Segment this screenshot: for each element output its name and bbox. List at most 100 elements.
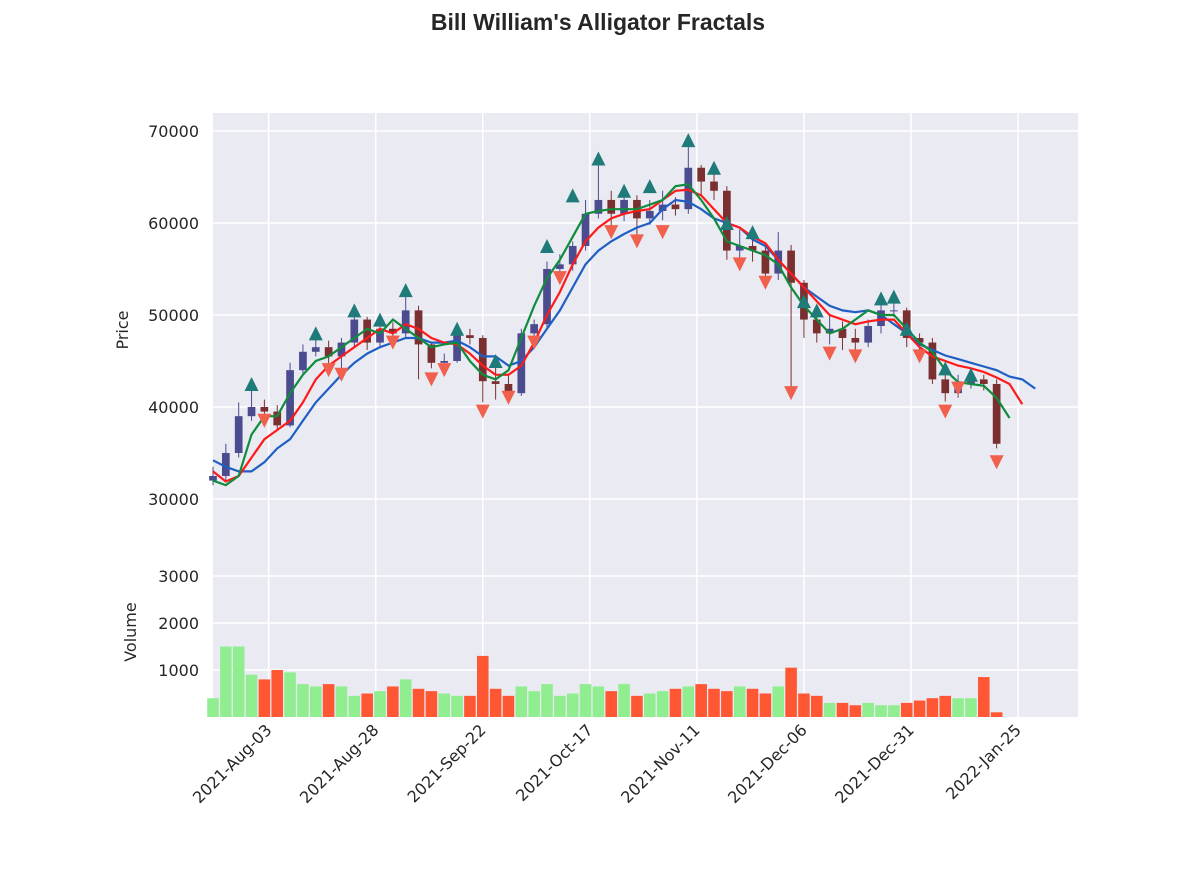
y-tick-label: 50000: [148, 306, 199, 325]
y-tick-label: 40000: [148, 398, 199, 417]
fractal-down-marker: [321, 363, 336, 378]
y-axis-label: Price: [113, 310, 132, 349]
volume-bar: [592, 686, 605, 717]
candle-body: [337, 342, 346, 357]
fractal-down-marker: [501, 390, 516, 405]
candle-body: [260, 406, 269, 412]
candle-body: [414, 310, 423, 345]
candle-body: [324, 347, 333, 357]
volume-bar: [849, 705, 862, 717]
candle-body: [774, 250, 783, 274]
candle-body: [864, 326, 873, 343]
volume-bar: [656, 691, 669, 717]
volume-bar: [695, 684, 707, 717]
fractal-up-marker: [899, 321, 914, 336]
candle-body: [877, 310, 885, 327]
fractal-down-marker: [989, 455, 1004, 470]
volume-bar: [978, 677, 990, 717]
volume-tick-label: 1000: [158, 661, 199, 680]
volume-bar: [631, 695, 643, 717]
volume-bar: [798, 693, 810, 717]
volume-bar: [335, 686, 348, 717]
volume-bar: [374, 691, 386, 717]
candle-body: [247, 406, 256, 417]
candle-body: [350, 319, 359, 343]
candle-body: [221, 452, 230, 476]
candle-body: [543, 268, 551, 325]
candle-body: [363, 319, 372, 343]
candle-body: [568, 245, 577, 265]
y-tick-label: 60000: [148, 214, 199, 233]
fractal-down-marker: [655, 225, 670, 240]
volume-bar: [554, 695, 566, 717]
fractal-down-marker: [385, 335, 400, 350]
fractal-down-marker: [784, 386, 799, 401]
candle-body: [530, 324, 539, 334]
volume-bar: [900, 702, 913, 717]
fractal-up-marker: [488, 353, 503, 368]
volume-bar: [785, 667, 797, 717]
candle-body: [787, 250, 795, 283]
volume-bar: [888, 705, 900, 717]
candle-body: [928, 342, 937, 380]
volume-bar: [258, 679, 271, 717]
y-tick-label: 30000: [148, 490, 199, 509]
volume-bar: [926, 698, 939, 717]
candle-body: [388, 328, 397, 334]
candle-body: [979, 379, 988, 384]
candle-body: [504, 383, 513, 394]
volume-bar: [952, 698, 964, 717]
candle-body: [453, 335, 461, 361]
volume-bar: [451, 695, 463, 717]
volume-bar: [772, 686, 785, 717]
volume-bar: [412, 688, 425, 717]
candle-body: [645, 210, 654, 219]
fractal-up-marker: [373, 312, 388, 327]
volume-bar: [965, 698, 977, 717]
fractal-down-marker: [951, 381, 966, 396]
candle-body: [620, 199, 628, 214]
volume-bar: [579, 684, 592, 717]
fractal-down-marker: [475, 404, 490, 419]
candle-body: [697, 167, 706, 182]
fractal-down-marker: [629, 234, 644, 249]
fractal-up-marker: [347, 303, 362, 318]
fractal-down-marker: [257, 413, 272, 428]
volume-bar: [284, 672, 296, 717]
volume-bar: [618, 684, 630, 717]
volume-bar: [644, 693, 656, 717]
volume-bar: [682, 686, 695, 717]
candle-body: [710, 181, 718, 191]
volume-tick-label: 3000: [158, 567, 199, 586]
candle-body: [748, 245, 757, 251]
fractal-down-marker: [527, 335, 542, 350]
fractal-down-marker: [822, 346, 837, 361]
candle-body: [234, 416, 243, 453]
alligator-line: [212, 198, 1036, 473]
volume-bar: [361, 693, 373, 717]
volume-bar: [297, 684, 309, 717]
volume-bar: [746, 688, 759, 717]
fractal-up-marker: [886, 289, 901, 304]
fractal-down-marker: [938, 404, 953, 419]
volume-bar: [348, 695, 361, 717]
volume-bar: [566, 693, 579, 717]
volume-bar: [489, 688, 502, 717]
volume-bar: [528, 691, 540, 717]
fractal-up-marker: [809, 303, 824, 318]
fractal-up-marker: [707, 160, 722, 175]
candle-body: [440, 360, 449, 363]
candle-body: [890, 310, 898, 312]
volume-bar: [939, 695, 952, 717]
candle-body: [915, 337, 924, 343]
volume-bar: [913, 700, 926, 717]
volume-bar: [708, 688, 720, 717]
volume-bar: [541, 684, 553, 717]
candle-body: [311, 347, 320, 352]
candle-body: [607, 199, 616, 214]
fractal-down-marker: [437, 363, 452, 378]
fractal-up-marker: [745, 225, 760, 240]
candle-body: [299, 351, 307, 371]
